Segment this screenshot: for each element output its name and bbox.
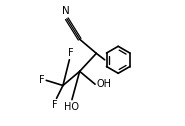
Text: F: F bbox=[68, 48, 73, 58]
Text: OH: OH bbox=[96, 78, 111, 89]
Text: HO: HO bbox=[64, 102, 79, 112]
Text: F: F bbox=[52, 100, 58, 110]
Text: F: F bbox=[39, 75, 44, 85]
Text: N: N bbox=[62, 6, 69, 16]
